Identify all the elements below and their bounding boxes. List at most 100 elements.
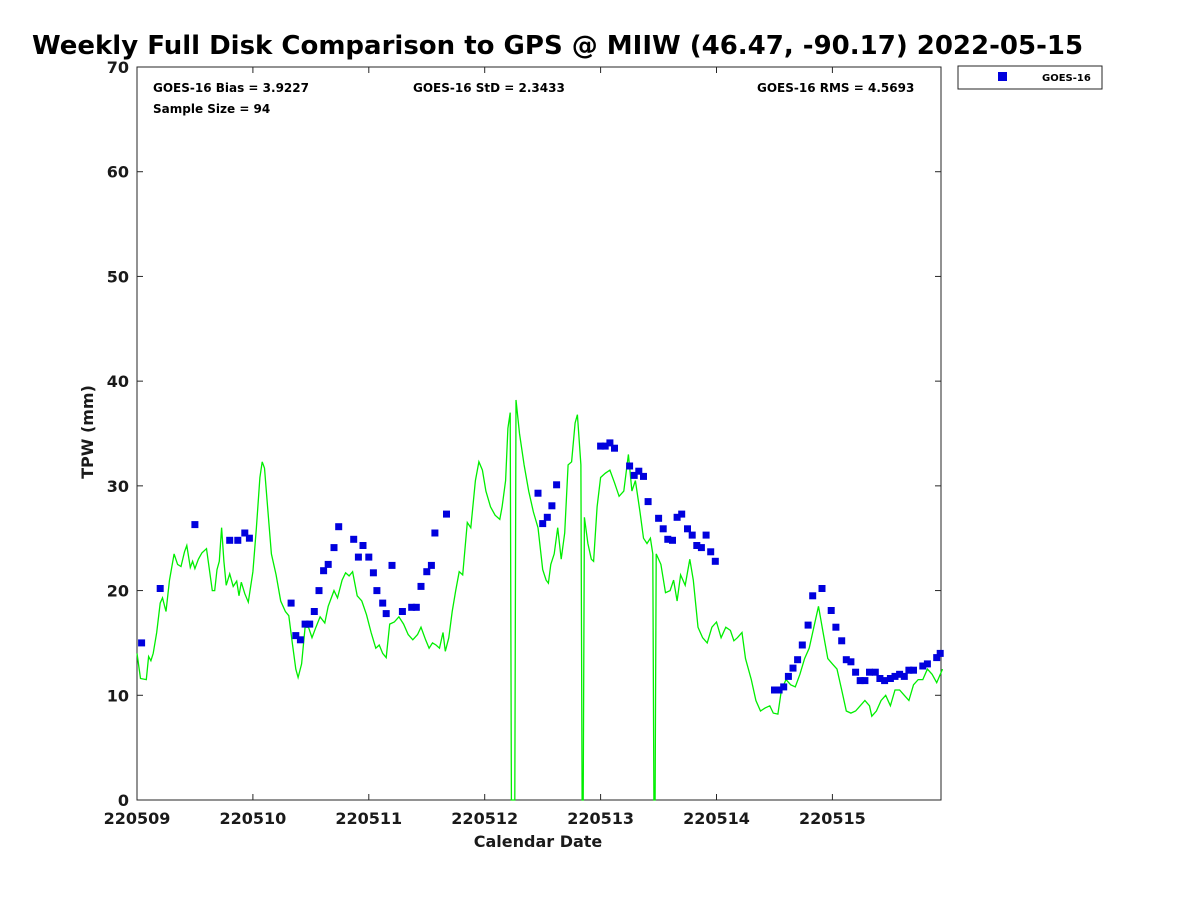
x-axis: 220509 220510 220511 220512 220513 220514 2205… [104, 67, 866, 828]
y-tick-label: 60 [107, 163, 129, 182]
goes16-point [910, 666, 917, 674]
chart-title: Weekly Full Disk Comparison to GPS @ MII… [32, 31, 1083, 61]
goes16-point [306, 620, 314, 628]
goes16-point [301, 620, 309, 628]
legend-marker-goes16 [998, 72, 1007, 81]
goes16-point [784, 672, 792, 680]
goes16-point [919, 662, 927, 670]
goes16-point [597, 442, 605, 450]
goes16-point [923, 660, 931, 668]
goes16-point [234, 536, 242, 544]
goes16-point [548, 502, 556, 510]
goes16-point [933, 654, 941, 662]
gps-series-line [136, 399, 944, 801]
y-tick-label: 30 [107, 477, 129, 496]
goes16-point [896, 670, 904, 678]
goes16-point [847, 658, 855, 666]
series-layer [136, 399, 944, 801]
std-stat: GOES-16 StD = 2.3433 [413, 81, 565, 95]
goes16-point [431, 529, 439, 537]
goes16-point [315, 587, 323, 595]
goes16-point [630, 471, 638, 479]
goes16-point [886, 675, 894, 682]
goes16-point [412, 603, 420, 611]
goes16-point [871, 668, 879, 676]
x-tick-label: 220510 [220, 809, 287, 828]
goes16-point [866, 668, 873, 676]
plot-area [136, 66, 942, 801]
goes16-point [310, 608, 318, 615]
goes16-point [382, 610, 390, 618]
rms-stat: GOES-16 RMS = 4.5693 [757, 81, 914, 95]
x-tick-label: 220515 [799, 809, 866, 828]
goes16-point [423, 568, 431, 576]
goes16-point [191, 521, 199, 529]
goes16-point [369, 569, 377, 577]
goes16-point [780, 683, 788, 691]
goes16-point [852, 668, 860, 676]
legend-box [957, 65, 1103, 90]
goes16-point [644, 498, 652, 506]
goes16-point [292, 632, 300, 640]
goes16-point [606, 439, 614, 447]
goes16-point [673, 513, 681, 521]
goes16-point [365, 553, 373, 561]
goes16-point [876, 675, 884, 682]
goes16-point [818, 585, 826, 592]
goes16-point [335, 523, 343, 531]
goes16-point [601, 442, 609, 450]
goes16-point [669, 536, 676, 544]
y-tick-label: 40 [107, 372, 129, 391]
y-axis-title: TPW (mm) [78, 385, 97, 479]
goes16-point [245, 534, 253, 542]
goes16-point [711, 557, 719, 565]
goes16-point [640, 472, 647, 480]
goes16-point [891, 672, 899, 680]
goes16-point [838, 637, 846, 645]
goes16-point [320, 567, 328, 575]
goes16-point [881, 677, 889, 685]
goes16-point [534, 489, 542, 497]
x-tick-label: 220509 [104, 809, 171, 828]
goes16-point [443, 510, 450, 518]
goes16-point [655, 514, 663, 522]
goes16-point [287, 599, 295, 607]
y-tick-label: 70 [107, 58, 129, 77]
goes16-point [856, 677, 864, 685]
goes16-point [664, 535, 672, 543]
goes16-point [226, 536, 234, 544]
goes16-point [794, 656, 802, 664]
goes16-point [417, 582, 425, 590]
goes16-point [611, 444, 618, 452]
legend-label-goes16: GOES-16 [1042, 73, 1091, 84]
y-tick-label: 10 [107, 686, 129, 705]
goes16-point [832, 623, 840, 631]
goes16-point [827, 607, 835, 614]
legend: GOES-16 [957, 65, 1103, 90]
goes16-point [936, 649, 944, 657]
goes16-point [775, 686, 783, 694]
y-tick-label: 50 [107, 267, 129, 286]
goes16-point [427, 561, 435, 569]
x-axis-title: Calendar Date [474, 832, 603, 851]
y-axis: 0 10 20 30 40 50 60 70 [107, 58, 941, 810]
goes16-point [809, 592, 817, 600]
goes16-point [635, 467, 643, 475]
goes16-point [688, 531, 696, 539]
x-tick-label: 220511 [335, 809, 402, 828]
goes16-point [678, 510, 686, 518]
goes16-point [626, 462, 634, 470]
goes16-point [408, 603, 416, 611]
goes16-point [379, 599, 387, 607]
goes16-point [388, 561, 396, 569]
goes16-point [156, 585, 164, 592]
goes16-point [702, 531, 710, 539]
goes16-point [789, 664, 797, 672]
goes16-point [330, 544, 338, 552]
x-tick-label: 220512 [451, 809, 518, 828]
goes16-point [296, 636, 304, 644]
goes16-point [693, 542, 701, 549]
goes16-point [138, 639, 146, 647]
goes16-point [697, 544, 705, 552]
